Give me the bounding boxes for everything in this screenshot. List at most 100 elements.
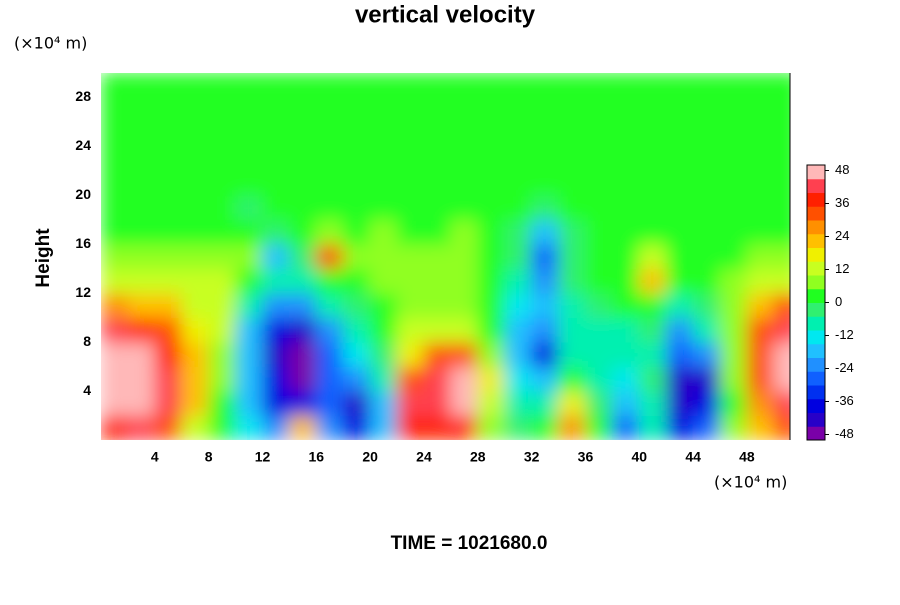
field-cell	[127, 415, 156, 440]
field-cell	[746, 243, 775, 270]
field-cell	[531, 390, 560, 417]
field-cell	[504, 292, 533, 319]
field-cell	[477, 341, 506, 368]
field-cell	[154, 317, 183, 343]
field-cell	[181, 341, 210, 368]
field-cell	[638, 194, 667, 221]
field-cell	[504, 145, 533, 172]
field-cell	[342, 317, 371, 343]
field-cell	[665, 194, 694, 221]
field-cell	[746, 366, 775, 392]
field-cell	[531, 194, 560, 221]
field-cell	[369, 73, 398, 98]
field-cell	[235, 268, 263, 294]
field-cell	[746, 341, 775, 368]
field-cell	[235, 243, 263, 270]
field-cell	[127, 243, 156, 270]
colorbar-band	[807, 343, 825, 358]
field-cell	[208, 390, 237, 417]
field-cell	[208, 415, 237, 440]
field-cell	[315, 390, 344, 417]
field-cell	[423, 366, 452, 392]
colorbar-tick-label: -12	[835, 327, 854, 342]
field-cell	[288, 73, 317, 98]
field-cell	[638, 170, 667, 196]
field-cell	[773, 73, 790, 98]
field-cell	[101, 341, 129, 368]
field-cell	[558, 390, 586, 417]
y-tick-label: 16	[75, 235, 91, 251]
field-cell	[154, 292, 183, 319]
field-cell	[746, 96, 775, 123]
colorbar-band	[807, 247, 825, 262]
field-cell	[504, 194, 533, 221]
field-cell	[288, 268, 317, 294]
field-cell	[101, 73, 129, 98]
field-cell	[261, 194, 290, 221]
field-cell	[665, 268, 694, 294]
field-cell	[235, 292, 263, 319]
field-cell	[181, 243, 210, 270]
field-cell	[477, 390, 506, 417]
field-cell	[450, 170, 479, 196]
field-cell	[665, 341, 694, 368]
field-cell	[773, 341, 790, 368]
field-cell	[746, 415, 775, 440]
field-cell	[315, 415, 344, 440]
field-cell	[477, 121, 506, 147]
colorbar-band	[807, 385, 825, 400]
field-cell	[208, 194, 237, 221]
x-tick-label: 12	[255, 449, 271, 465]
x-tick-label: 40	[631, 449, 647, 465]
field-cell	[450, 390, 479, 417]
y-tick-label: 4	[83, 382, 91, 398]
x-tick-label: 24	[416, 449, 432, 465]
field-cell	[531, 341, 560, 368]
field-cell	[665, 366, 694, 392]
field-cell	[638, 96, 667, 123]
field-cell	[692, 170, 721, 196]
field-cell	[531, 415, 560, 440]
field-cell	[638, 219, 667, 245]
colorbar-band	[807, 371, 825, 386]
field-cell	[396, 170, 425, 196]
field-cell	[181, 194, 210, 221]
field-cell	[423, 415, 452, 440]
field-cell	[208, 170, 237, 196]
y-tick-label: 20	[75, 186, 91, 202]
field-cell	[208, 243, 237, 270]
colorbar-tick-label: 48	[835, 162, 849, 177]
field-cell	[423, 341, 452, 368]
field-cell	[154, 243, 183, 270]
field-cell	[101, 170, 129, 196]
field-cell	[396, 243, 425, 270]
field-cell	[504, 366, 533, 392]
field-cell	[423, 390, 452, 417]
field-cell	[477, 194, 506, 221]
field-cell	[342, 366, 371, 392]
field-cell	[342, 145, 371, 172]
field-cell	[450, 121, 479, 147]
field-cell	[181, 292, 210, 319]
field-cell	[638, 292, 667, 319]
field-cell	[235, 73, 263, 98]
field-cell	[208, 366, 237, 392]
field-cell	[665, 243, 694, 270]
field-cell	[719, 96, 748, 123]
field-cell	[154, 121, 183, 147]
x-tick-label: 4	[151, 449, 159, 465]
field-cell	[558, 292, 586, 319]
field-cell	[611, 366, 640, 392]
field-cell	[450, 292, 479, 319]
field-cell	[638, 268, 667, 294]
field-cell	[127, 292, 156, 319]
field-cell	[611, 317, 640, 343]
field-cell	[101, 268, 129, 294]
field-cell	[261, 243, 290, 270]
field-cell	[127, 170, 156, 196]
field-cell	[101, 317, 129, 343]
field-cell	[638, 145, 667, 172]
field-cell	[746, 73, 775, 98]
field-cell	[154, 73, 183, 98]
field-cell	[154, 145, 183, 172]
